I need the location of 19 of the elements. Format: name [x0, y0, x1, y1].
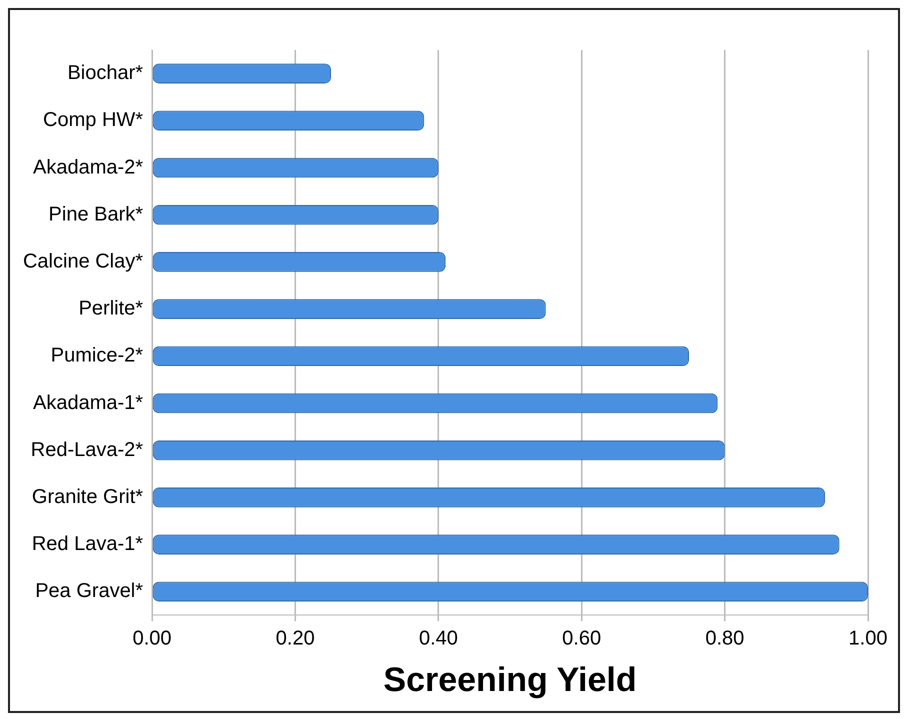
y-tick-label: Pumice-2*: [50, 344, 144, 367]
y-tick-label: Red Lava-1*: [32, 533, 144, 556]
y-tick-label: Calcine Clay*: [22, 250, 144, 272]
x-tick-label: 0.40: [418, 628, 458, 650]
y-tick-label: Akadama-1*: [32, 392, 144, 414]
y-tick-label: Red-Lava-2*: [30, 438, 144, 461]
y-tick-label: Perlite*: [78, 298, 144, 320]
x-tick-label: 0.80: [705, 628, 744, 650]
y-tick-label: Comp HW*: [43, 109, 144, 132]
y-tick-label: Pea Gravel*: [35, 580, 144, 602]
y-tick-label: Pine Bark*: [48, 203, 144, 226]
y-tick-label: Granite Grit*: [32, 486, 144, 508]
y-tick-label: Akadama-2*: [32, 156, 144, 178]
y-tick-label: Biochar*: [67, 62, 144, 84]
x-tick-label: 1.00: [848, 628, 888, 650]
x-tick-label: 0.60: [562, 628, 602, 650]
x-axis-title: Screening Yield: [383, 660, 637, 699]
x-tick-label: 0.00: [132, 628, 172, 650]
x-tick-label: 0.20: [276, 628, 315, 650]
